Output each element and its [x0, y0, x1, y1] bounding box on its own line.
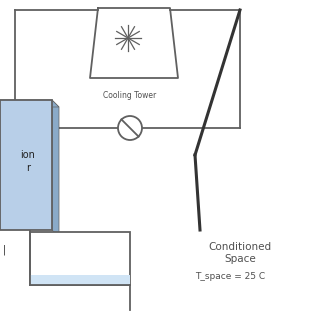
Circle shape [118, 116, 142, 140]
Text: r: r [26, 163, 30, 173]
Text: Conditioned
Space: Conditioned Space [208, 242, 272, 264]
FancyBboxPatch shape [30, 275, 130, 285]
FancyBboxPatch shape [30, 232, 130, 285]
Polygon shape [52, 100, 59, 237]
FancyBboxPatch shape [0, 100, 52, 230]
Text: Cooling Tower: Cooling Tower [103, 91, 156, 100]
Text: |: | [3, 245, 6, 255]
Polygon shape [0, 100, 59, 107]
Text: ion: ion [20, 150, 36, 160]
Text: T_space = 25 C: T_space = 25 C [195, 272, 265, 281]
